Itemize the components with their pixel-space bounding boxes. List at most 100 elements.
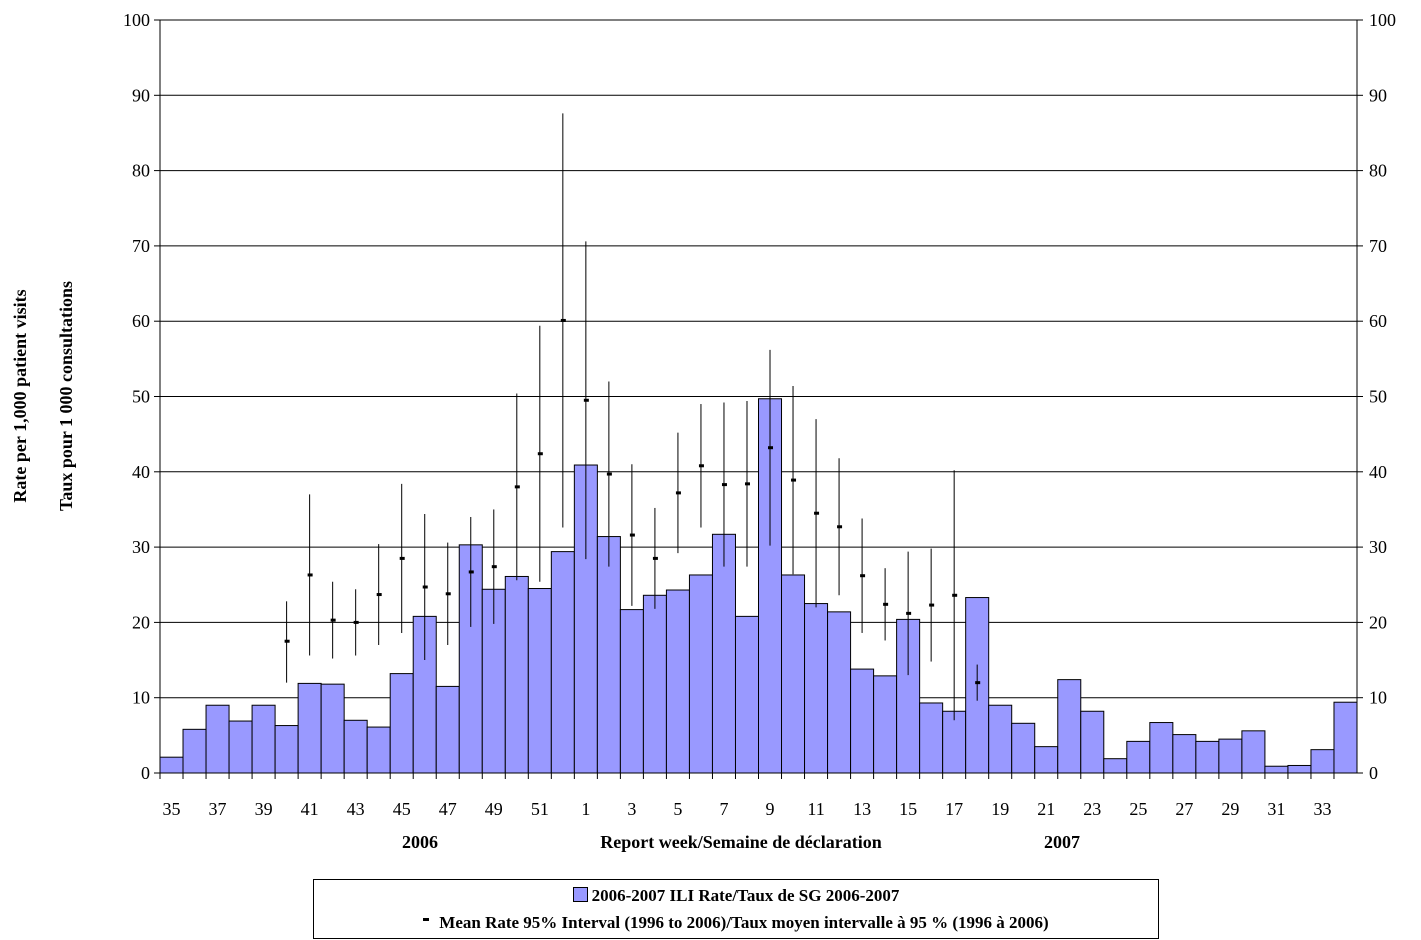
legend-item-interval: Mean Rate 95% Interval (1996 to 2006)/Ta…: [314, 913, 1158, 933]
bar: [205, 704, 230, 774]
interval-mean-mark: [399, 556, 405, 560]
bar-swatch-icon: [572, 887, 588, 902]
interval-mean-mark: [445, 592, 451, 596]
interval-mean-mark: [491, 565, 497, 569]
interval-mean-mark: [376, 593, 382, 597]
x-tick-label: 49: [485, 799, 503, 819]
x-tick-label: 11: [807, 799, 824, 819]
y-tick-label-right: 40: [1369, 462, 1387, 482]
bar: [642, 594, 667, 774]
bar: [1264, 765, 1289, 774]
x-tick-label: 37: [209, 799, 227, 819]
bar: [504, 575, 529, 774]
y-tick-label-left: 50: [132, 387, 150, 407]
x-tick-label: 45: [393, 799, 411, 819]
gridlines: [160, 94, 1357, 699]
x-tick-label: 21: [1037, 799, 1055, 819]
y-tick-label-left: 20: [132, 612, 150, 632]
interval-mean-mark: [860, 574, 866, 578]
legend-interval-label: Mean Rate 95% Interval (1996 to 2006)/Ta…: [439, 913, 1049, 932]
bar: [228, 720, 253, 774]
x-tick-label: 23: [1083, 799, 1101, 819]
x-tick-label: 31: [1267, 799, 1285, 819]
bar: [1195, 740, 1220, 774]
interval-mean-mark: [814, 511, 820, 515]
bar: [596, 536, 621, 774]
bar: [1149, 722, 1174, 774]
x-tick-label: 41: [301, 799, 319, 819]
bar: [343, 719, 368, 774]
bar: [619, 609, 644, 774]
bar: [919, 702, 944, 774]
x-tick-label: 47: [439, 799, 457, 819]
bar: [1011, 722, 1036, 774]
bar: [988, 704, 1013, 774]
interval-mean-mark: [422, 585, 428, 589]
bar: [389, 673, 414, 774]
y-axis-label-en: Rate per 1,000 patient visits: [10, 289, 30, 502]
interval-mean-mark: [583, 398, 589, 402]
x-tick-label: 27: [1175, 799, 1193, 819]
interval-series: [284, 113, 981, 721]
bar: [274, 725, 299, 774]
interval-mean-mark: [284, 639, 290, 643]
x-tick-label: 9: [766, 799, 775, 819]
y-tick-label-left: 60: [132, 311, 150, 331]
bar: [850, 668, 875, 774]
interval-mean-mark: [906, 611, 912, 615]
year-label-2006: 2006: [402, 832, 438, 852]
x-tick-label: 39: [255, 799, 273, 819]
y-tick-label-right: 100: [1369, 10, 1396, 30]
interval-mean-mark: [468, 570, 474, 574]
y-tick-label-right: 10: [1369, 688, 1387, 708]
interval-mean-mark: [606, 472, 612, 476]
bar: [550, 551, 575, 774]
interval-mean-mark: [698, 464, 704, 468]
y-tick-label-right: 30: [1369, 537, 1387, 557]
bar: [1126, 740, 1151, 774]
interval-mean-mark: [629, 533, 635, 537]
interval-mean-mark: [791, 478, 797, 482]
y-tick-label-left: 30: [132, 537, 150, 557]
interval-mean-mark: [537, 452, 543, 456]
interval-mean-mark: [514, 485, 520, 489]
y-tick-label-right: 0: [1369, 763, 1378, 783]
x-tick-label: 51: [531, 799, 549, 819]
bar: [942, 710, 967, 774]
bar: [1287, 764, 1312, 774]
y-tick-label-right: 70: [1369, 236, 1387, 256]
interval-mean-mark: [744, 482, 750, 486]
bar: [1103, 758, 1128, 774]
x-tick-label: 43: [347, 799, 365, 819]
interval-mean-mark: [952, 593, 958, 597]
y-tick-label-left: 70: [132, 236, 150, 256]
bar: [1333, 701, 1358, 774]
interval-mean-mark: [675, 491, 681, 495]
interval-mean-mark: [883, 602, 889, 606]
y-tick-label-right: 20: [1369, 612, 1387, 632]
x-tick-label: 7: [719, 799, 728, 819]
interval-mean-mark: [768, 446, 774, 450]
bar: [527, 588, 552, 774]
x-tick-label: 13: [853, 799, 871, 819]
bar: [297, 682, 322, 774]
bar: [688, 574, 713, 774]
bar: [1218, 738, 1243, 774]
year-label-2007: 2007: [1044, 832, 1080, 852]
x-tick-label: 5: [673, 799, 682, 819]
y-tick-label-right: 90: [1369, 85, 1387, 105]
bar: [251, 704, 276, 774]
bar: [1172, 734, 1197, 774]
bar: [366, 726, 391, 774]
interval-mean-mark: [353, 620, 359, 624]
bar: [320, 683, 345, 774]
bar: [711, 533, 736, 774]
bar: [665, 589, 690, 774]
bar: [873, 675, 898, 774]
x-tick-label: 25: [1129, 799, 1147, 819]
x-tick-label: 29: [1221, 799, 1239, 819]
y-tick-label-right: 80: [1369, 161, 1387, 181]
y-axis-label-fr: Taux pour 1 000 consultations: [56, 281, 76, 511]
bar: [734, 615, 760, 774]
